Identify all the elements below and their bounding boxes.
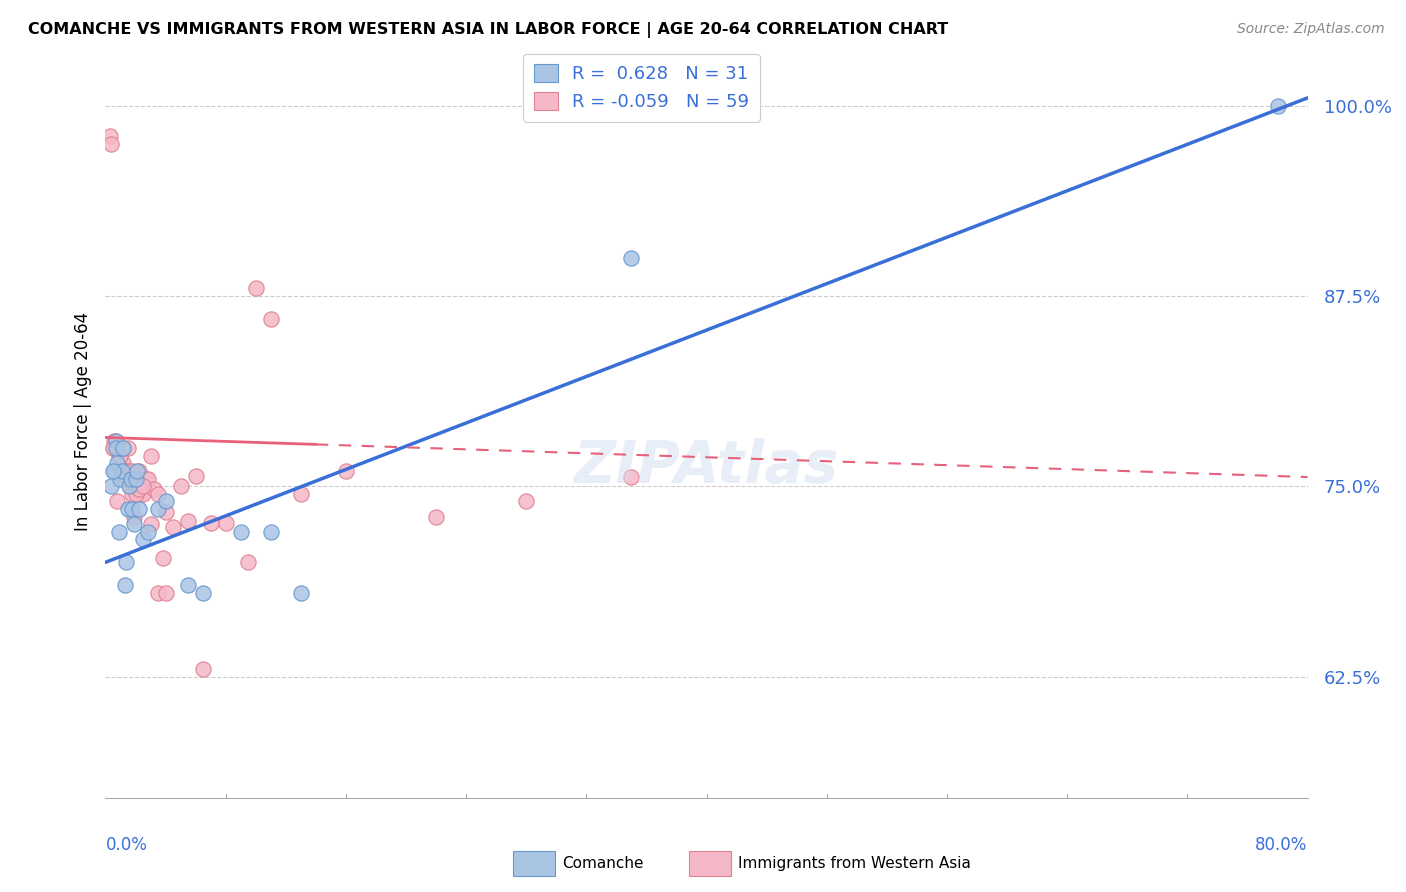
Point [101,464,124,478]
Point [260,524,283,539]
Point [515,494,537,508]
Point [129,487,152,501]
Point [128,464,150,478]
Point [107,456,129,470]
Point [108,524,131,539]
Point [104,806,127,821]
Y-axis label: In Labor Force | Age 20-64: In Labor Force | Age 20-64 [73,312,91,531]
Point [245,281,267,295]
Point [112,456,135,470]
Point [136,524,159,539]
Point [335,464,357,478]
Point [111,464,134,478]
Point [121,502,143,516]
Point [132,479,155,493]
Point [125,472,148,486]
Point [132,487,155,501]
Point [238,555,260,569]
Point [177,514,200,528]
Point [146,487,169,501]
Point [120,472,142,486]
Point [104,434,127,448]
Point [108,449,131,463]
Point [162,520,184,534]
Point [110,449,132,463]
Point [620,251,643,265]
Point [118,472,141,486]
Point [115,555,138,569]
Point [142,482,165,496]
Point [139,449,162,463]
Point [290,487,312,501]
Point [118,479,141,493]
Point [135,472,157,486]
Point [103,464,125,478]
Point [98,128,121,143]
Point [103,434,125,448]
Legend: R =  0.628   N = 31, R = -0.059   N = 59: R = 0.628 N = 31, R = -0.059 N = 59 [523,54,759,122]
Point [620,470,643,484]
Point [112,441,135,455]
Point [1267,98,1289,112]
Point [132,533,155,547]
Point [200,516,222,530]
Point [110,449,132,463]
Point [110,472,132,486]
Point [128,502,150,516]
Point [128,482,150,496]
Point [139,517,162,532]
Point [114,464,136,478]
Point [100,479,122,493]
Point [125,464,148,478]
Point [121,464,143,478]
Point [104,434,127,448]
Point [117,502,139,516]
Point [155,494,177,508]
Point [115,464,138,478]
Text: 0.0%: 0.0% [105,837,148,855]
Point [117,441,139,455]
Point [124,487,146,501]
Point [107,441,129,455]
Text: Comanche: Comanche [562,856,644,871]
Point [107,494,129,508]
Point [155,586,177,600]
Point [124,472,146,486]
Text: Source: ZipAtlas.com: Source: ZipAtlas.com [1237,22,1385,37]
Point [101,441,124,455]
Point [115,472,138,486]
Point [122,509,145,524]
Point [101,441,124,455]
Text: 80.0%: 80.0% [1256,837,1308,855]
Point [177,578,200,592]
Point [122,517,145,532]
Text: Immigrants from Western Asia: Immigrants from Western Asia [738,856,972,871]
Point [118,464,141,478]
Point [111,464,134,478]
Point [146,502,169,516]
Point [114,578,136,592]
Point [229,524,252,539]
Text: COMANCHE VS IMMIGRANTS FROM WESTERN ASIA IN LABOR FORCE | AGE 20-64 CORRELATION : COMANCHE VS IMMIGRANTS FROM WESTERN ASIA… [28,22,949,38]
Point [260,311,283,326]
Point [184,468,207,483]
Point [214,516,236,530]
Point [169,479,191,493]
Point [120,479,142,493]
Point [191,586,214,600]
Text: ZIPAtlas: ZIPAtlas [574,438,839,495]
Point [155,505,177,519]
Point [114,464,136,478]
Point [104,441,127,455]
Point [152,550,174,565]
Point [290,586,312,600]
Point [146,586,169,600]
Point [191,662,214,676]
Point [136,472,159,486]
Point [124,479,146,493]
Point [112,441,135,455]
Point [425,509,447,524]
Point [121,487,143,501]
Point [100,136,122,151]
